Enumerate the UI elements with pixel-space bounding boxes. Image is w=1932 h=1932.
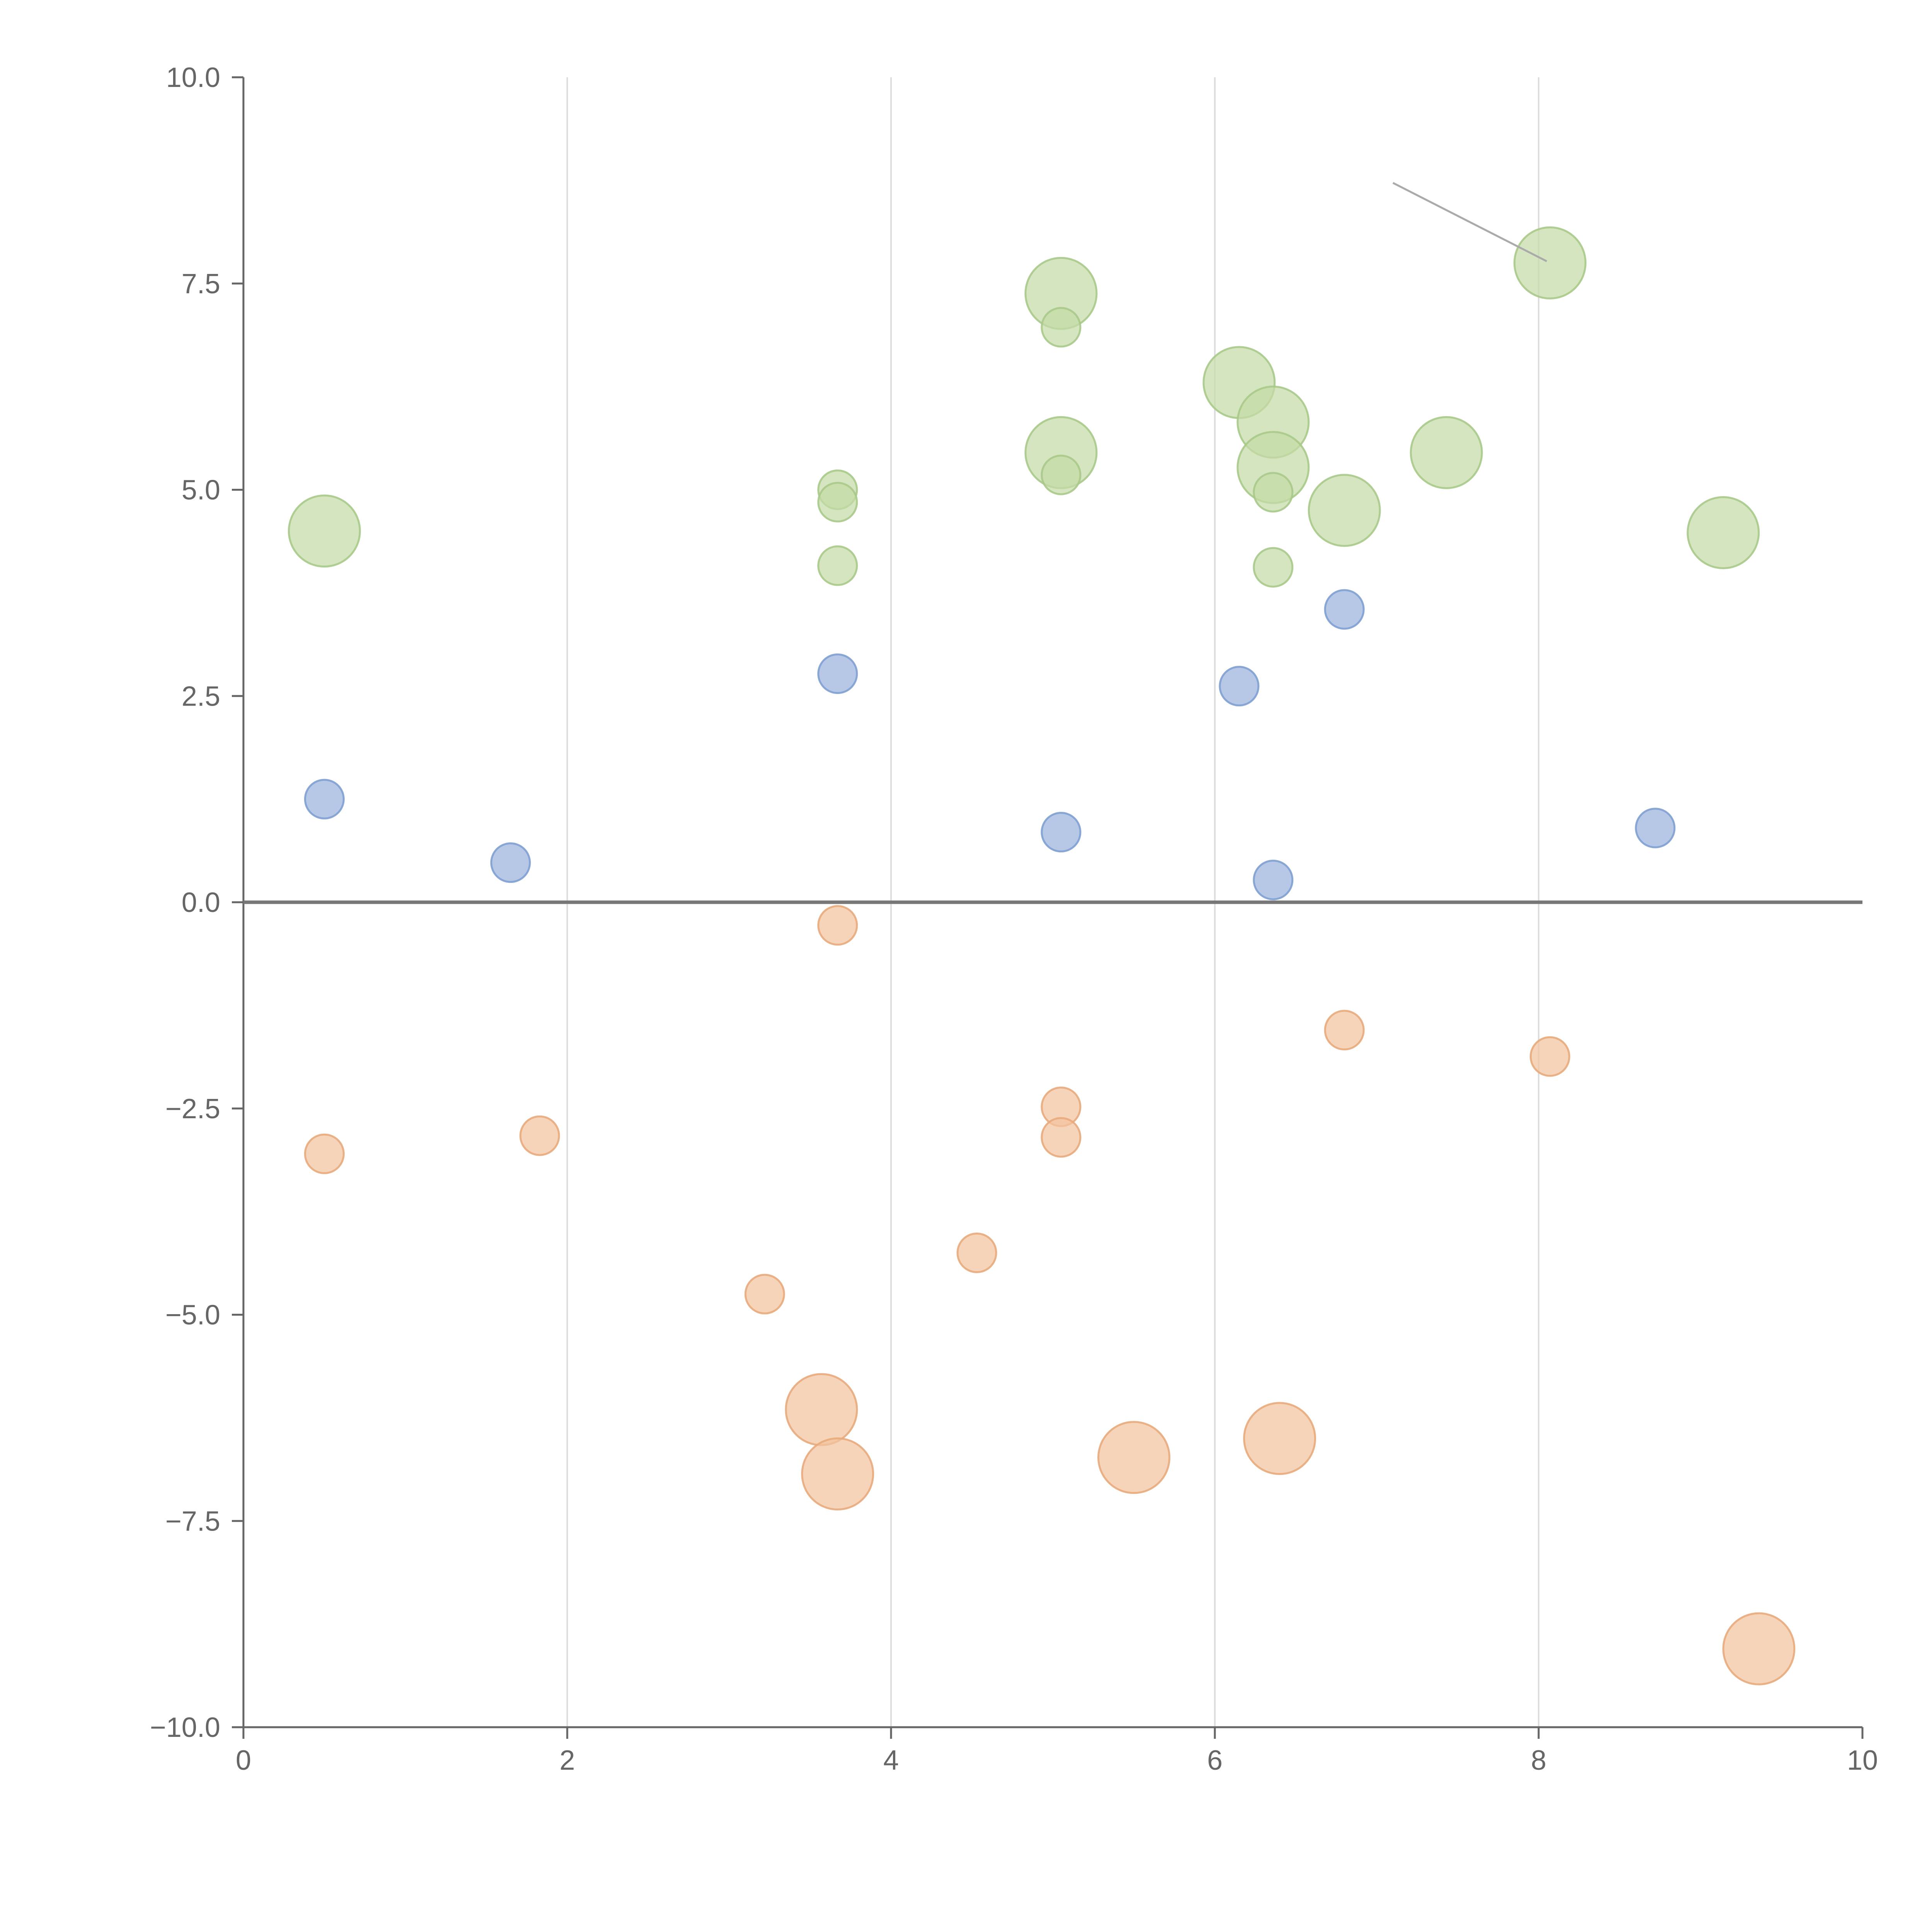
x-tick-label-3: 6 bbox=[1207, 1745, 1223, 1776]
bubble-s2-1 bbox=[519, 1115, 560, 1156]
bubble-s0-6 bbox=[1324, 589, 1365, 630]
y-tick-label-7: −7.5 bbox=[165, 1506, 220, 1537]
annotation-leader-line-0 bbox=[1392, 182, 1548, 262]
bubble-s2-3 bbox=[785, 1373, 858, 1446]
bubble-s2-9 bbox=[1097, 1421, 1170, 1494]
bubble-s2-12 bbox=[1529, 1036, 1570, 1077]
bubble-s1-2 bbox=[817, 482, 858, 523]
y-tick-label-0: 10.0 bbox=[166, 62, 220, 93]
axes bbox=[232, 76, 1864, 1739]
x-tick-label-4: 8 bbox=[1531, 1745, 1546, 1776]
bubble-s1-14 bbox=[1410, 416, 1483, 489]
annotations bbox=[1392, 182, 1548, 262]
tick-labels: 0 2 4 6 8 10 10.0 7.5 5.0 2.5 0.0 −2.5 −5.0 −7.5 −10.0 bbox=[150, 62, 1878, 1776]
bubble-s1-7 bbox=[1041, 454, 1082, 495]
bubble-s0-2 bbox=[817, 653, 858, 694]
y-tick-label-1: 7.5 bbox=[182, 269, 220, 299]
y-tick-label-8: −10.0 bbox=[150, 1712, 220, 1743]
bubble-s1-15 bbox=[1513, 226, 1587, 299]
bubble-s1-16 bbox=[1687, 496, 1760, 570]
bubbles bbox=[288, 226, 1796, 1685]
bubble-s1-3 bbox=[817, 545, 858, 586]
bubble-s2-0 bbox=[304, 1133, 345, 1174]
bubble-s0-1 bbox=[490, 842, 531, 883]
bubble-s1-12 bbox=[1253, 547, 1294, 588]
bubble-s0-5 bbox=[1253, 859, 1294, 900]
bubble-s0-0 bbox=[304, 779, 345, 820]
y-tick-label-4: 0.0 bbox=[182, 887, 220, 918]
bubble-s1-11 bbox=[1253, 472, 1294, 513]
y-tick-label-3: 2.5 bbox=[182, 681, 220, 712]
x-tick-label-1: 2 bbox=[560, 1745, 575, 1776]
bubble-s2-8 bbox=[1041, 1117, 1082, 1158]
bubble-s2-10 bbox=[1243, 1402, 1316, 1475]
x-tick-label-2: 4 bbox=[883, 1745, 899, 1776]
bubble-s0-4 bbox=[1219, 666, 1260, 707]
bubble-s0-7 bbox=[1635, 808, 1676, 849]
bubble-s2-6 bbox=[956, 1232, 997, 1273]
x-tick-label-0: 0 bbox=[236, 1745, 251, 1776]
x-tick-label-5: 10 bbox=[1847, 1745, 1878, 1776]
y-tick-label-5: −2.5 bbox=[165, 1094, 220, 1124]
bubble-s2-4 bbox=[817, 905, 858, 946]
y-tick-label-2: 5.0 bbox=[182, 475, 220, 506]
bubble-s1-5 bbox=[1041, 307, 1082, 348]
bubble-s2-13 bbox=[1722, 1612, 1796, 1685]
bubble-s2-2 bbox=[744, 1274, 785, 1315]
y-tick-label-6: −5.0 bbox=[165, 1300, 220, 1331]
bubble-s1-13 bbox=[1308, 474, 1381, 547]
bubble-s2-11 bbox=[1324, 1010, 1365, 1051]
bubble-s1-0 bbox=[288, 494, 361, 568]
bubble-s0-3 bbox=[1041, 812, 1082, 853]
bubble-s2-5 bbox=[801, 1437, 874, 1511]
